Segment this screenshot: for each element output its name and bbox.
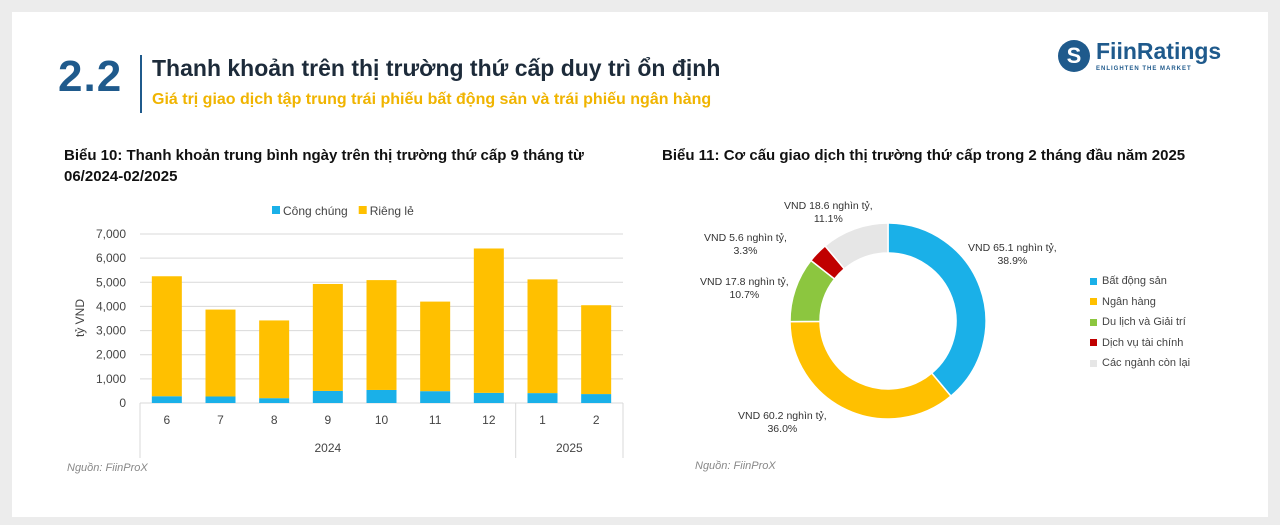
x-tick-label: 10 xyxy=(375,413,389,427)
bar-riêng-lẻ xyxy=(151,276,182,397)
y-tick-label: 4,000 xyxy=(96,299,126,313)
bar-riêng-lẻ xyxy=(312,283,343,391)
y-tick-label: 1,000 xyxy=(96,372,126,386)
y-tick-label: 6,000 xyxy=(96,251,126,265)
x-group-label: 2024 xyxy=(314,441,341,455)
legend-swatch xyxy=(1090,339,1097,347)
x-tick-label: 9 xyxy=(324,413,331,427)
legend-item: Bất động sản xyxy=(1090,271,1240,292)
y-axis-label: tỷ VND xyxy=(73,299,87,337)
y-tick-label: 2,000 xyxy=(96,348,126,362)
bar-riêng-lẻ xyxy=(473,248,504,393)
legend-label: Dịch vụ tài chính xyxy=(1102,336,1184,349)
legend-swatch xyxy=(272,206,280,214)
bar-công-chúng xyxy=(527,393,558,403)
y-tick-label: 3,000 xyxy=(96,324,126,338)
bar-công-chúng xyxy=(581,394,612,403)
bar-riêng-lẻ xyxy=(527,279,558,394)
section-number: 2.2 xyxy=(58,52,123,101)
legend-item: Các ngành còn lại xyxy=(1090,353,1240,374)
bar-riêng-lẻ xyxy=(581,305,612,395)
legend-swatch xyxy=(1090,359,1097,367)
donut-chart-title: Biểu 11: Cơ cấu giao dịch thị trường thứ… xyxy=(662,147,1186,164)
x-tick-label: 6 xyxy=(163,413,170,427)
bar-công-chúng xyxy=(420,391,451,403)
bar-riêng-lẻ xyxy=(205,309,236,397)
legend-label: Các ngành còn lại xyxy=(1102,357,1191,370)
fiinratings-logo: S FiinRatings ENLIGHTEN THE MARKET xyxy=(1058,38,1221,73)
x-group-label: 2025 xyxy=(556,441,583,455)
bar-riêng-lẻ xyxy=(420,301,451,392)
report-card xyxy=(12,12,1268,517)
x-tick-label: 2 xyxy=(593,413,600,427)
legend-label: Ngân hàng xyxy=(1102,295,1156,308)
legend-item: Du lịch và Giải trí xyxy=(1090,312,1240,333)
legend-item: Dịch vụ tài chính xyxy=(1090,333,1240,354)
x-tick-label: 12 xyxy=(482,413,496,427)
legend-label: Công chúng xyxy=(283,204,348,218)
bar-riêng-lẻ xyxy=(259,320,290,399)
donut-slice-ngân-hàng xyxy=(789,320,952,420)
x-tick-label: 8 xyxy=(271,413,278,427)
logo-name: FiinRatings xyxy=(1096,38,1222,64)
y-tick-label: 7,000 xyxy=(96,227,126,241)
section-divider xyxy=(140,55,142,113)
bar-công-chúng xyxy=(473,392,504,403)
legend-swatch xyxy=(1090,318,1097,326)
x-tick-label: 1 xyxy=(539,413,546,427)
logo-tagline: ENLIGHTEN THE MARKET xyxy=(1096,66,1192,72)
legend-item: Ngân hàng xyxy=(1090,292,1240,313)
bar-riêng-lẻ xyxy=(366,280,397,390)
bar-công-chúng xyxy=(312,390,343,403)
donut-legend: Bất động sản Ngân hàng Du lịch và Giải trí… xyxy=(1090,271,1240,374)
logo-icon: S xyxy=(1058,39,1090,72)
legend-swatch xyxy=(1090,277,1097,285)
legend-label: Du lịch và Giải trí xyxy=(1102,316,1186,329)
legend-label: Bất động sản xyxy=(1102,275,1167,288)
page-title: Thanh khoản trên thị trường thứ cấp duy … xyxy=(152,55,721,81)
y-tick-label: 5,000 xyxy=(96,275,126,289)
donut-chart-source: Nguồn: FiinProX xyxy=(695,460,776,472)
legend-swatch xyxy=(358,206,367,214)
bar-chart-title: Biểu 10: Thanh khoản trung bình ngày trê… xyxy=(64,147,584,185)
x-tick-label: 7 xyxy=(217,413,224,427)
x-tick-label: 11 xyxy=(429,413,442,427)
bar-chart-source: Nguồn: FiinProX xyxy=(67,462,148,474)
bar-công-chúng xyxy=(259,398,290,403)
page-subtitle: Giá trị giao dịch tập trung trái phiếu b… xyxy=(152,91,712,108)
legend-label: Riêng lẻ xyxy=(370,204,414,218)
legend-swatch xyxy=(1090,298,1097,306)
bar-công-chúng xyxy=(366,389,397,403)
y-tick-label: 0 xyxy=(119,396,126,410)
donut-slice-bất-động-sản xyxy=(887,222,987,398)
donut-slice-các-ngành-còn-lại xyxy=(824,222,889,270)
bar-công-chúng xyxy=(205,396,236,403)
bar-công-chúng xyxy=(151,396,182,403)
